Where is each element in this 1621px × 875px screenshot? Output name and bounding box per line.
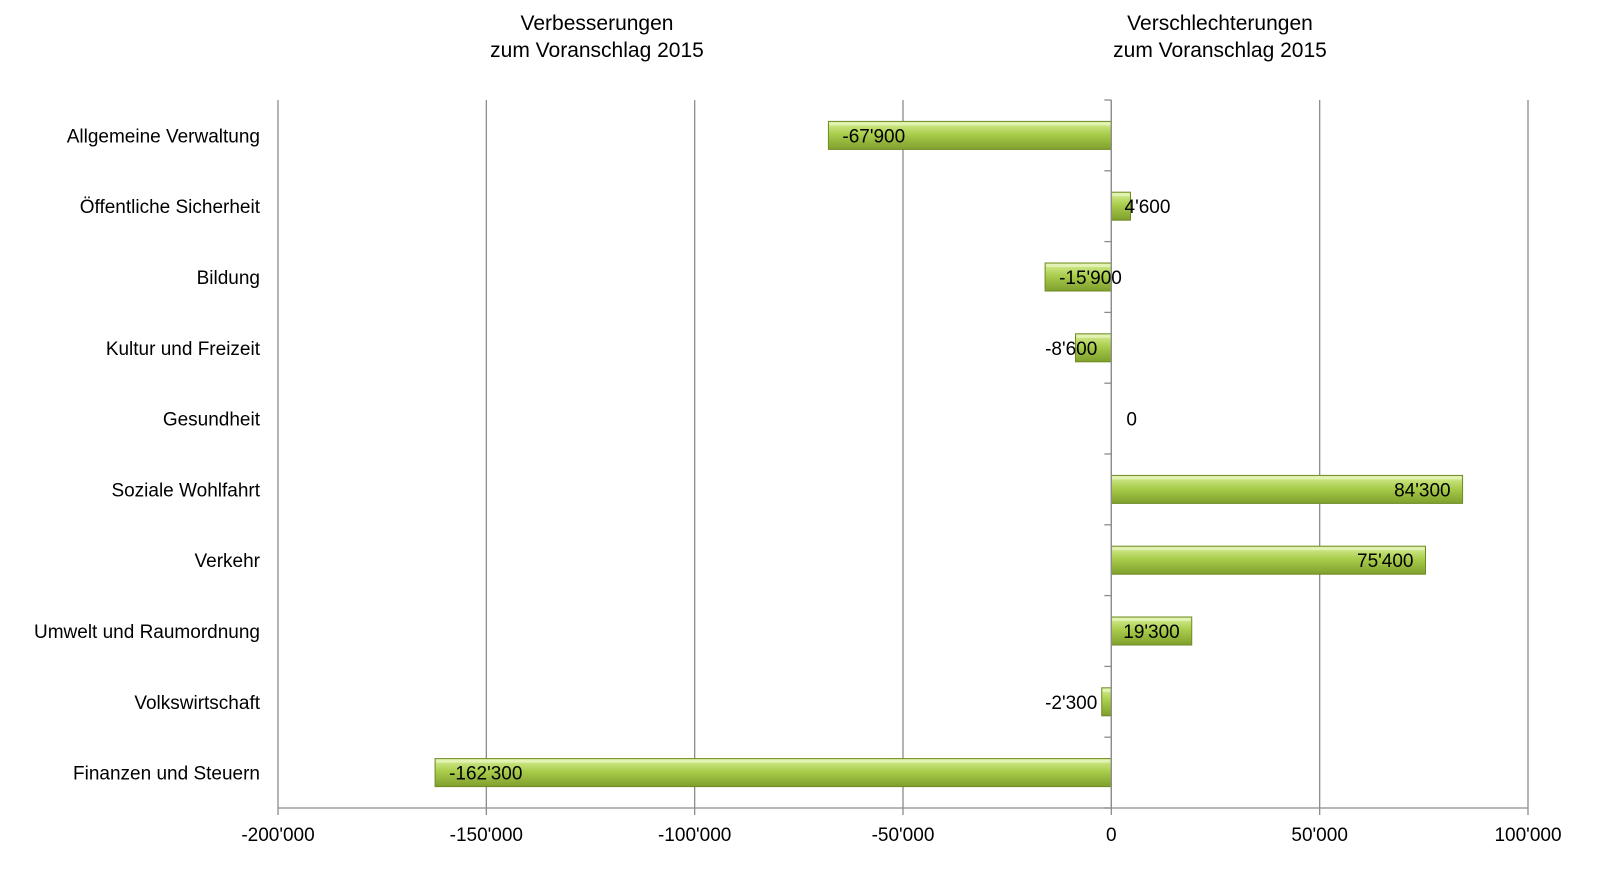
bar-highlight	[829, 122, 1111, 126]
category-label: Umwelt und Raumordnung	[34, 622, 260, 643]
category-label: Volkswirtschaft	[134, 693, 260, 714]
header-deteriorations-line: Verschlechterungen	[1127, 12, 1313, 35]
bar-highlight	[1076, 334, 1111, 338]
bar-highlight	[1112, 476, 1462, 480]
data-label: 4'600	[1125, 197, 1171, 218]
x-tick-label: -100'000	[658, 825, 731, 846]
data-label: 19'300	[1123, 622, 1179, 643]
x-tick-label: 0	[1106, 825, 1117, 846]
bar	[1101, 687, 1112, 717]
bar	[1075, 333, 1112, 363]
category-label: Öffentliche Sicherheit	[80, 197, 261, 218]
bar-highlight	[1102, 688, 1111, 692]
data-label: 0	[1126, 410, 1137, 431]
category-label: Verkehr	[195, 551, 261, 572]
axes: -200'000 -150'000 -100'000 -50'000 0 50'000 10…	[241, 99, 1562, 846]
bar	[827, 120, 1112, 150]
data-label: 84'300	[1394, 480, 1450, 501]
x-tick-label: -150'000	[450, 825, 523, 846]
data-label: -162'300	[449, 764, 522, 785]
data-label: 75'400	[1357, 551, 1413, 572]
bar	[434, 758, 1112, 788]
headers: Verbesserungen zum Voranschlag 2015 Versch…	[490, 12, 1327, 62]
data-label: -2'300	[1045, 693, 1097, 714]
bar	[1044, 262, 1112, 292]
category-label: Bildung	[197, 268, 260, 289]
category-label: Kultur und Freizeit	[106, 339, 261, 360]
header-deteriorations-line: zum Voranschlag 2015	[1113, 39, 1327, 62]
bar-highlight	[1112, 618, 1191, 621]
category-label: Finanzen und Steuern	[73, 764, 260, 785]
x-tick-label: 100'000	[1494, 825, 1561, 846]
category-label: Gesundheit	[163, 410, 261, 431]
bar-highlight	[436, 759, 1111, 763]
x-tick-label: 50'000	[1291, 825, 1347, 846]
category-label: Soziale Wohlfahrt	[111, 480, 260, 501]
header-improvements-line: zum Voranschlag 2015	[490, 39, 704, 62]
labels: Allgemeine Verwaltung -67'900 Öffentliche …	[34, 126, 1451, 784]
bar-highlight	[1112, 193, 1130, 197]
data-label: -8'600	[1045, 339, 1097, 360]
gridlines	[277, 100, 1529, 808]
x-tick-label: -50'000	[872, 825, 935, 846]
bar-highlight	[1046, 264, 1111, 267]
bar-highlight	[1112, 547, 1425, 551]
x-tick-label: -200'000	[241, 825, 314, 846]
data-label: -67'900	[842, 126, 905, 147]
header-improvements-line: Verbesserungen	[521, 12, 674, 35]
category-label: Allgemeine Verwaltung	[67, 126, 260, 147]
bars	[434, 120, 1464, 788]
data-label: -15'900	[1059, 268, 1122, 289]
